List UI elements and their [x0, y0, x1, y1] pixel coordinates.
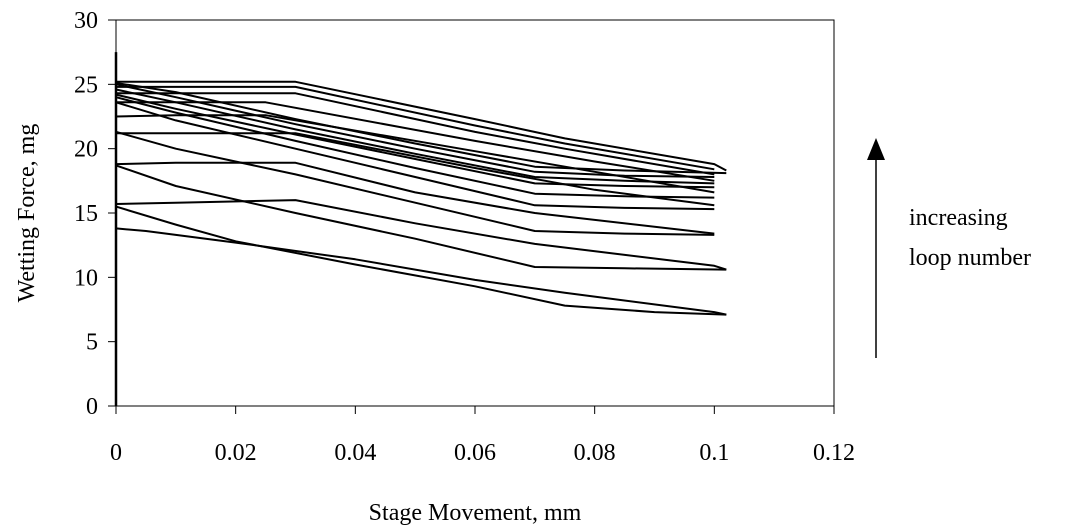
plot-frame: [115, 19, 835, 407]
x-tick-label: 0.06: [454, 440, 496, 466]
series-line-12: [115, 101, 715, 211]
annotation-arrow-head-icon: [867, 138, 885, 160]
loop-annotation: increasing loop number: [867, 138, 1031, 358]
y-tick-label: 5: [86, 330, 98, 356]
x-axis-title: Stage Movement, mm: [369, 500, 582, 526]
series-line-10: [115, 96, 715, 199]
series-line-9: [115, 114, 715, 194]
series-line-11: [116, 132, 715, 207]
plot-area: [114, 19, 835, 407]
y-tick-label: 20: [74, 137, 98, 163]
x-axis-ticks: 0 0.02 0.04 0.06 0.08 0.1 0.12: [110, 406, 855, 466]
x-tick-label: 0.02: [215, 440, 257, 466]
series-line-13: [115, 161, 715, 235]
y-tick-label: 15: [74, 201, 98, 227]
y-tick-label: 0: [86, 394, 98, 420]
y-axis-title: Wetting Force, mg: [14, 124, 40, 303]
series-line-15: [115, 199, 727, 271]
y-axis-ticks: 0 5 10 15 20 25 30: [74, 8, 116, 420]
series-line-18: [115, 205, 727, 316]
series-line-16: [115, 164, 727, 271]
series-layer: [115, 80, 727, 316]
x-tick-label: 0.04: [334, 440, 376, 466]
x-tick-label: 0: [110, 440, 122, 466]
x-tick-label: 0.12: [813, 440, 855, 466]
series-line-8: [115, 93, 715, 189]
y-tick-label: 30: [74, 8, 98, 34]
series-line-5: [116, 92, 715, 176]
y-tick-label: 10: [74, 265, 98, 291]
series-line-1: [116, 80, 727, 172]
y-tick-label: 25: [74, 72, 98, 98]
annotation-line-2: loop number: [909, 245, 1031, 271]
series-line-3: [116, 85, 715, 171]
series-line-14: [115, 130, 715, 236]
x-tick-label: 0.08: [574, 440, 616, 466]
series-line-17: [115, 227, 727, 316]
series-line-7: [116, 101, 715, 182]
x-tick-label: 0.1: [699, 440, 729, 466]
series-line-4: [115, 83, 715, 178]
series-line-2: [115, 82, 727, 175]
annotation-line-1: increasing: [909, 205, 1008, 231]
